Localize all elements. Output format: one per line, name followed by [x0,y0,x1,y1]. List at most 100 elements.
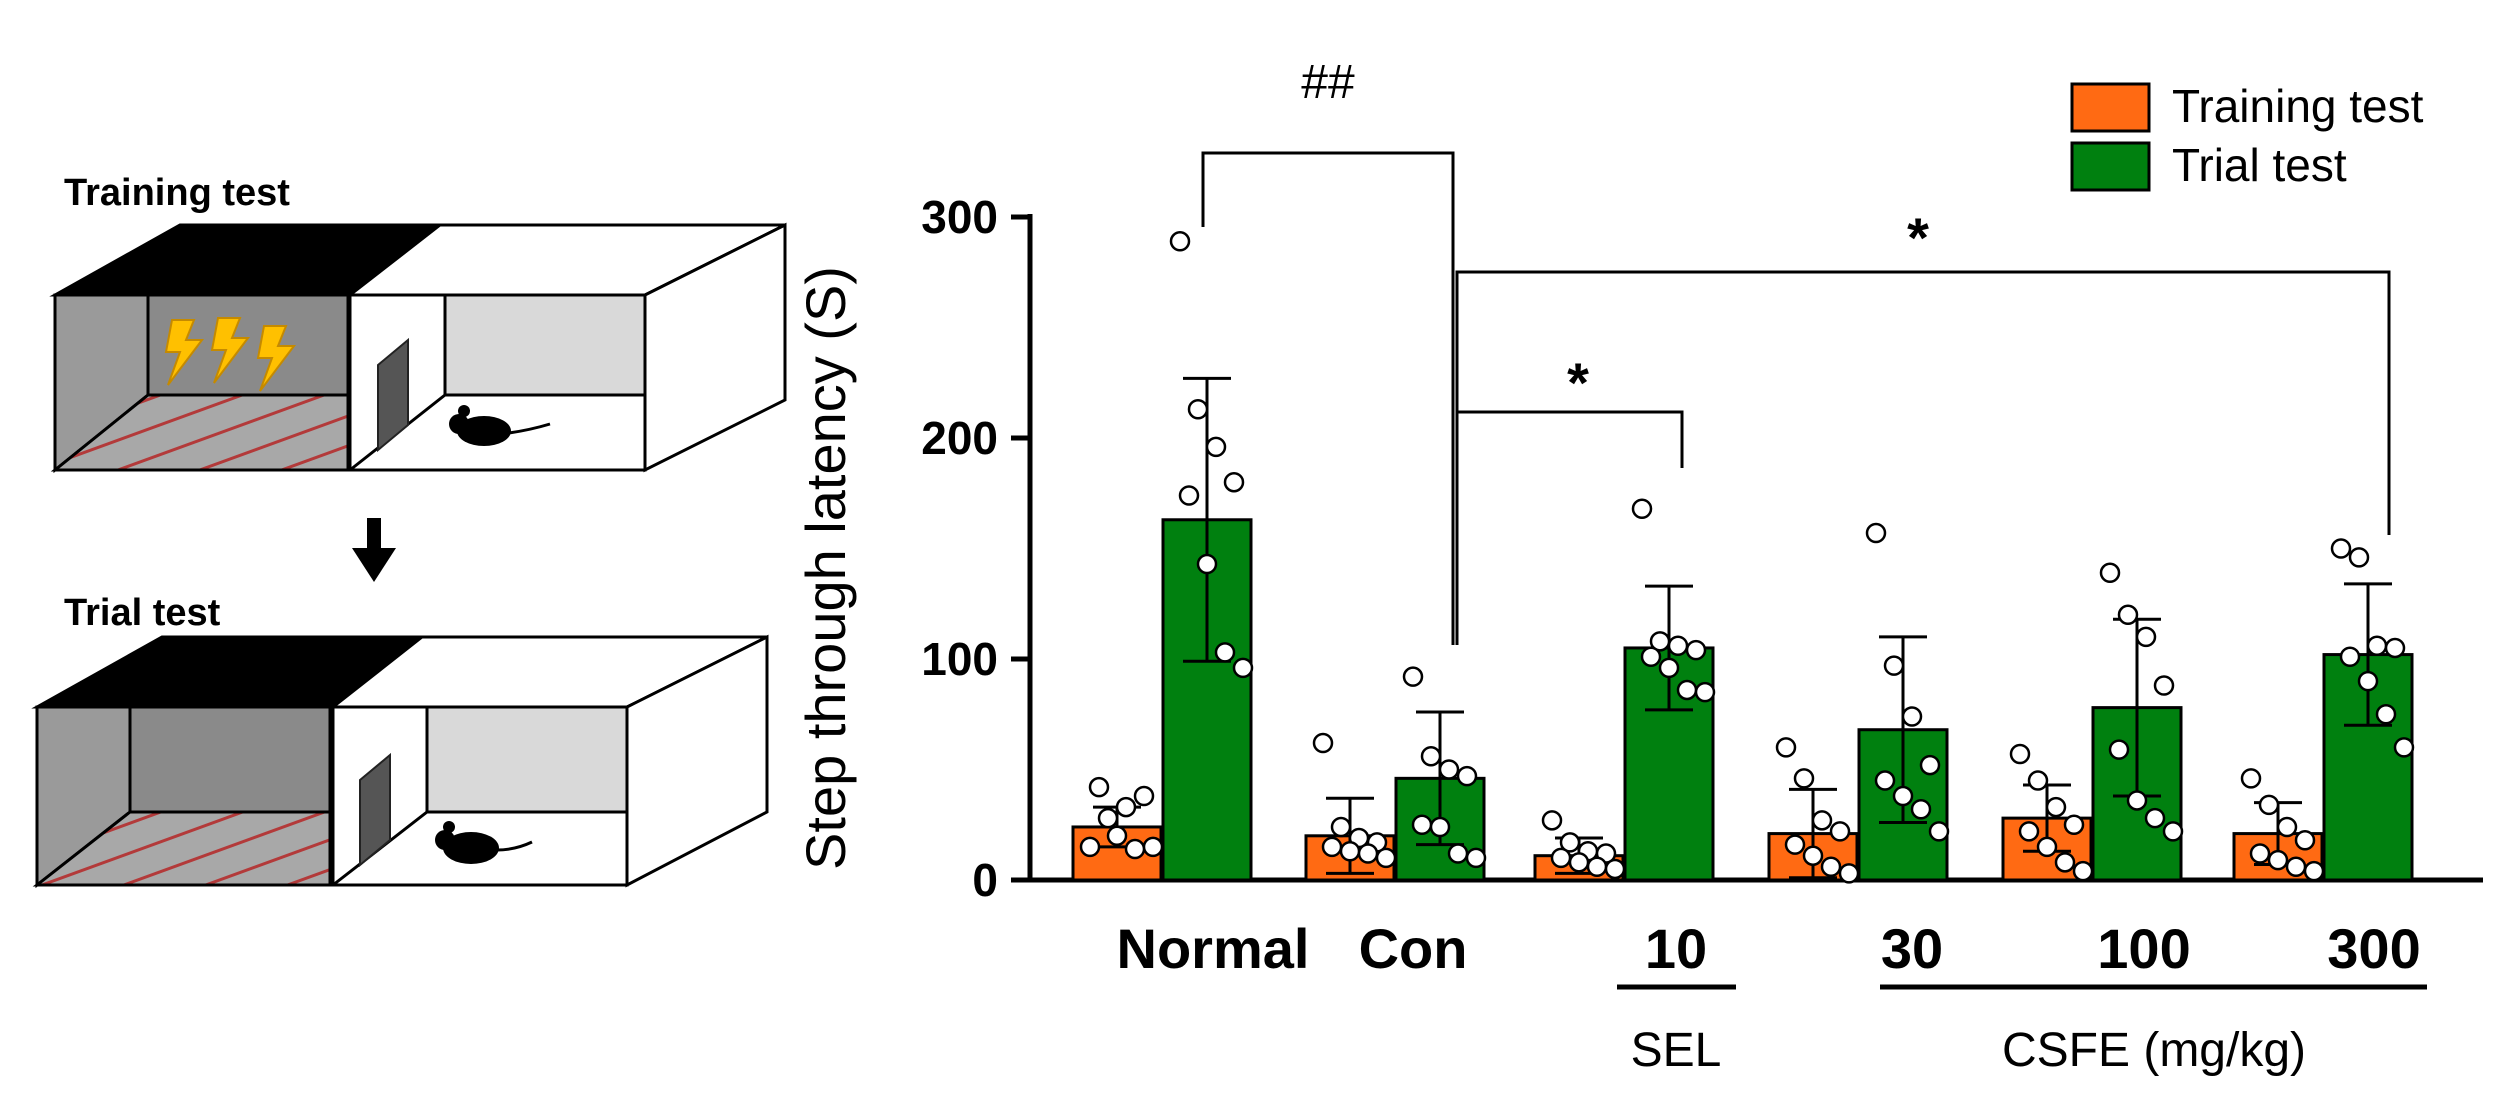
data-point-training-100-7 [2054,852,2076,873]
arrow-shaft [367,518,381,553]
mouse-icon [449,405,551,446]
y-axis-label: Step through latency (S) [794,266,857,870]
legend-label-training: Training test [2172,80,2424,132]
data-point-training-30-8 [1838,863,1860,884]
data-point-training-Normal-2 [1097,807,1119,829]
guillotine-door [377,337,409,453]
data-point-training-10-5 [1550,847,1572,869]
data-point-trial-Normal-8 [1232,657,1254,679]
illustration: Training test [31,172,787,889]
light-back-wall [443,293,647,397]
data-point-training-Normal-5 [1088,776,1110,798]
data-point-training-30-1 [1775,737,1797,758]
data-point-training-100-4 [2063,814,2085,835]
data-point-trial-Con-3 [1438,759,1460,780]
legend-swatch-training [2070,82,2151,133]
data-point-training-30-3 [1811,810,1833,831]
dark-compartment-frame [53,293,350,472]
group-label-sel: SEL [1631,1024,1722,1077]
data-point-training-Normal-4 [1133,785,1155,807]
y-tick-label-100: 100 [921,633,998,685]
data-point-training-300-3 [2276,816,2298,838]
data-point-trial-10-5 [1640,646,1662,668]
data-point-trial-10-1 [1631,498,1653,519]
bracket-normal-con [1201,151,1455,645]
data-point-training-Con-7 [1357,843,1379,864]
data-point-trial-30-5 [1874,770,1896,791]
data-point-training-300-1 [2240,768,2262,789]
data-point-trial-Normal-4 [1223,471,1245,493]
data-point-training-100-2 [2027,770,2049,791]
bolt-1 [164,319,205,386]
data-point-training-100-8 [2072,860,2094,882]
data-point-trial-100-3 [2135,626,2157,648]
data-point-training-100-3 [2045,796,2067,818]
data-point-training-30-2 [1793,768,1815,789]
data-point-trial-Con-6 [1429,816,1451,838]
data-point-trial-300-4 [2384,637,2406,659]
data-point-trial-Con-2 [1420,745,1442,767]
bar-chart: Step through latency (S) 0 100 200 300 Norm… [794,56,2483,1077]
trial-box [31,634,769,889]
data-point-training-300-5 [2249,843,2271,864]
data-point-trial-300-8 [2393,737,2415,758]
data-point-trial-100-4 [2153,675,2175,696]
mouse-head [449,414,469,434]
mouse-body [443,832,499,864]
data-point-training-10-6 [1568,852,1590,873]
data-point-trial-300-7 [2375,704,2397,725]
light-back-wall [425,705,629,814]
category-label-Normal: Normal [1117,917,1310,980]
category-label-300: 300 [2327,917,2420,980]
data-point-trial-30-2 [1883,655,1905,676]
data-point-trial-30-3 [1901,706,1923,727]
y-tick-label-300: 300 [921,191,998,243]
arrow-head [352,548,396,582]
y-ticks: 0 100 200 300 [921,191,1030,906]
bracket-con-300 [1455,270,2391,645]
category-label-10: 10 [1645,917,1707,980]
dark-compartment-frame [35,705,332,887]
data-point-trial-100-1 [2099,562,2121,584]
data-point-trial-300-2 [2348,547,2370,568]
data-point-trial-Con-5 [1411,814,1433,835]
data-point-trial-10-8 [1694,681,1716,703]
data-point-training-Normal-1 [1079,836,1101,858]
data-point-trial-100-2 [2117,604,2139,626]
data-point-training-Con-8 [1375,847,1397,869]
data-point-trial-30-6 [1892,785,1914,807]
data-point-training-30-5 [1784,834,1806,855]
data-point-training-Normal-8 [1142,836,1164,858]
data-point-training-10-1 [1541,810,1563,831]
legend-label-trial: Trial test [2172,139,2347,191]
annotation-star-10: * [1567,351,1589,414]
data-point-trial-300-6 [2357,670,2379,692]
data-point-trial-Con-8 [1465,847,1487,869]
data-point-training-Normal-7 [1124,838,1146,860]
data-point-trial-Con-4 [1456,765,1478,787]
guillotine-door [359,752,391,868]
data-point-trial-10-4 [1685,639,1707,661]
training-box [49,222,787,474]
annotation-hash: ## [1301,56,1355,109]
data-point-trial-Normal-5 [1178,485,1200,506]
mouse-tail [496,840,533,852]
significance-annotations: ## * * [1201,56,2391,645]
data-point-trial-100-8 [2162,821,2184,842]
data-point-trial-300-5 [2339,646,2361,668]
mouse-icon [435,821,533,864]
data-point-trial-Normal-6 [1196,553,1218,575]
bolt-2 [210,317,251,384]
data-point-trial-100-5 [2108,739,2130,760]
data-point-trial-Con-7 [1447,843,1469,864]
bracket-con-10 [1457,410,1684,468]
data-points [1079,231,2415,884]
data-point-trial-30-1 [1865,522,1887,544]
mouse-head [435,830,455,850]
data-point-training-10-7 [1586,856,1608,877]
data-point-trial-300-3 [2366,635,2388,656]
data-point-training-Normal-3 [1115,796,1137,818]
mouse-tail [508,422,551,435]
data-point-trial-10-7 [1676,679,1698,701]
